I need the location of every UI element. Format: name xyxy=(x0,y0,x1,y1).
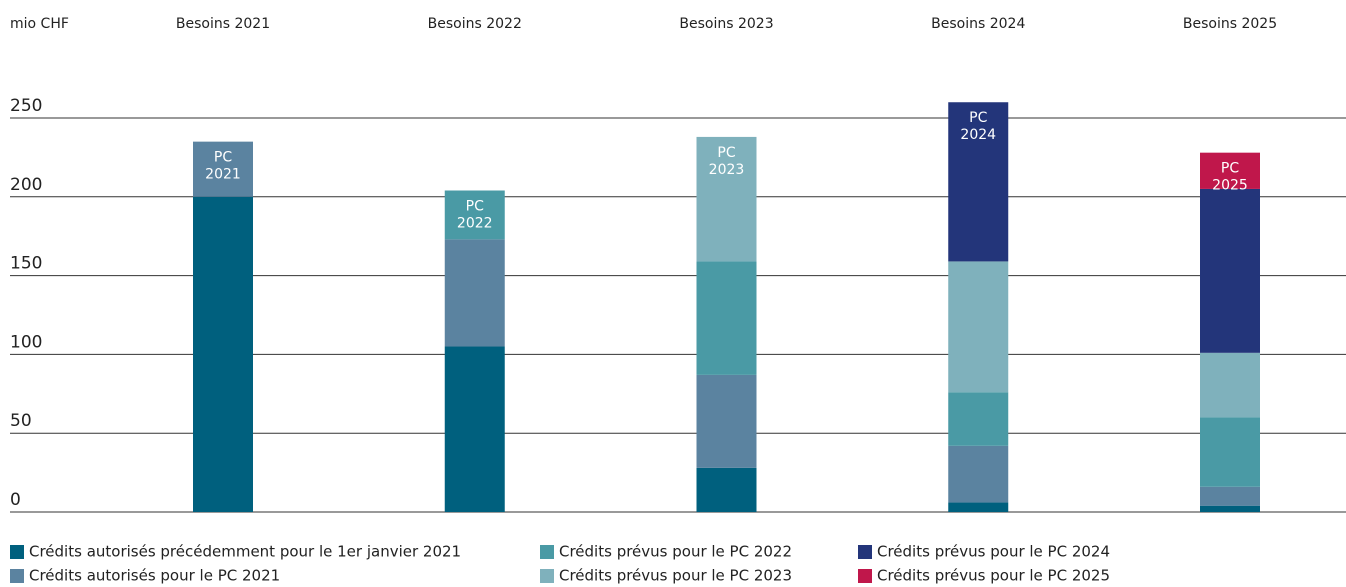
bar-label-line: 2023 xyxy=(709,162,745,178)
bar-segment xyxy=(696,136,757,262)
bar-segment xyxy=(444,346,505,512)
x-category-label: Besoins 2021 xyxy=(176,16,270,32)
bar-label-line: 2021 xyxy=(205,167,241,183)
bar-label-line: 2024 xyxy=(960,127,996,143)
unit-label: mio CHF xyxy=(10,16,69,32)
y-tick-label: 50 xyxy=(10,411,32,431)
legend-label: Crédits autorisés pour le PC 2021 xyxy=(29,567,280,585)
bar-segment xyxy=(1200,486,1260,506)
legend-swatch xyxy=(10,545,24,559)
bar-label-line: 2022 xyxy=(457,215,493,231)
bar-segment xyxy=(1200,505,1260,512)
y-tick-label: 100 xyxy=(10,332,42,352)
x-category-label: Besoins 2022 xyxy=(428,16,522,32)
bar-segment xyxy=(193,141,253,197)
y-tick-label: 0 xyxy=(10,490,21,510)
bar-segment xyxy=(193,196,253,513)
legend-label: Crédits autorisés précédemment pour le 1… xyxy=(29,543,461,561)
bar-label-line: PC xyxy=(717,145,735,161)
legend-swatch xyxy=(10,569,24,583)
bar-label: PC 2022 xyxy=(457,198,493,231)
bar-segment xyxy=(1200,352,1260,418)
bar-segment xyxy=(948,502,1009,512)
bar-segment xyxy=(1200,417,1260,487)
bar-label-line: PC xyxy=(969,110,987,126)
bar-label: PC 2025 xyxy=(1212,161,1248,194)
y-tick-label: 250 xyxy=(10,96,42,116)
bar-label: PC 2021 xyxy=(205,150,241,183)
bar-segment xyxy=(696,467,757,512)
bar-label-line: PC xyxy=(1221,161,1239,177)
bar-label-line: 2025 xyxy=(1212,178,1248,194)
bar-segment xyxy=(948,261,1009,393)
legend-label: Crédits prévus pour le PC 2025 xyxy=(877,567,1110,585)
bar-segment xyxy=(696,374,757,468)
bar-segment xyxy=(444,190,505,240)
bar-segment xyxy=(948,392,1009,446)
y-tick-label: 200 xyxy=(10,175,42,195)
bar-label: PC 2023 xyxy=(709,145,745,178)
x-category-label: Besoins 2023 xyxy=(679,16,773,32)
bar-segment xyxy=(948,445,1009,503)
x-category-label: Besoins 2024 xyxy=(931,16,1025,32)
legend-swatch xyxy=(540,569,554,583)
bar-segment xyxy=(1200,188,1260,353)
legend-swatch xyxy=(858,545,872,559)
bar-segment xyxy=(948,102,1009,262)
legend-label: Crédits prévus pour le PC 2022 xyxy=(559,543,792,561)
bar-label: PC 2024 xyxy=(960,110,996,143)
bar-label-line: PC xyxy=(214,150,232,166)
bar-segment xyxy=(696,261,757,375)
legend-swatch xyxy=(540,545,554,559)
bar-segment xyxy=(444,239,505,347)
legend-label: Crédits prévus pour le PC 2023 xyxy=(559,567,792,585)
legend-swatch xyxy=(858,569,872,583)
bar-label-line: PC xyxy=(466,198,484,214)
y-tick-label: 150 xyxy=(10,254,42,274)
bar-segment xyxy=(1200,152,1260,189)
legend-label: Crédits prévus pour le PC 2024 xyxy=(877,543,1110,561)
x-category-label: Besoins 2025 xyxy=(1183,16,1277,32)
